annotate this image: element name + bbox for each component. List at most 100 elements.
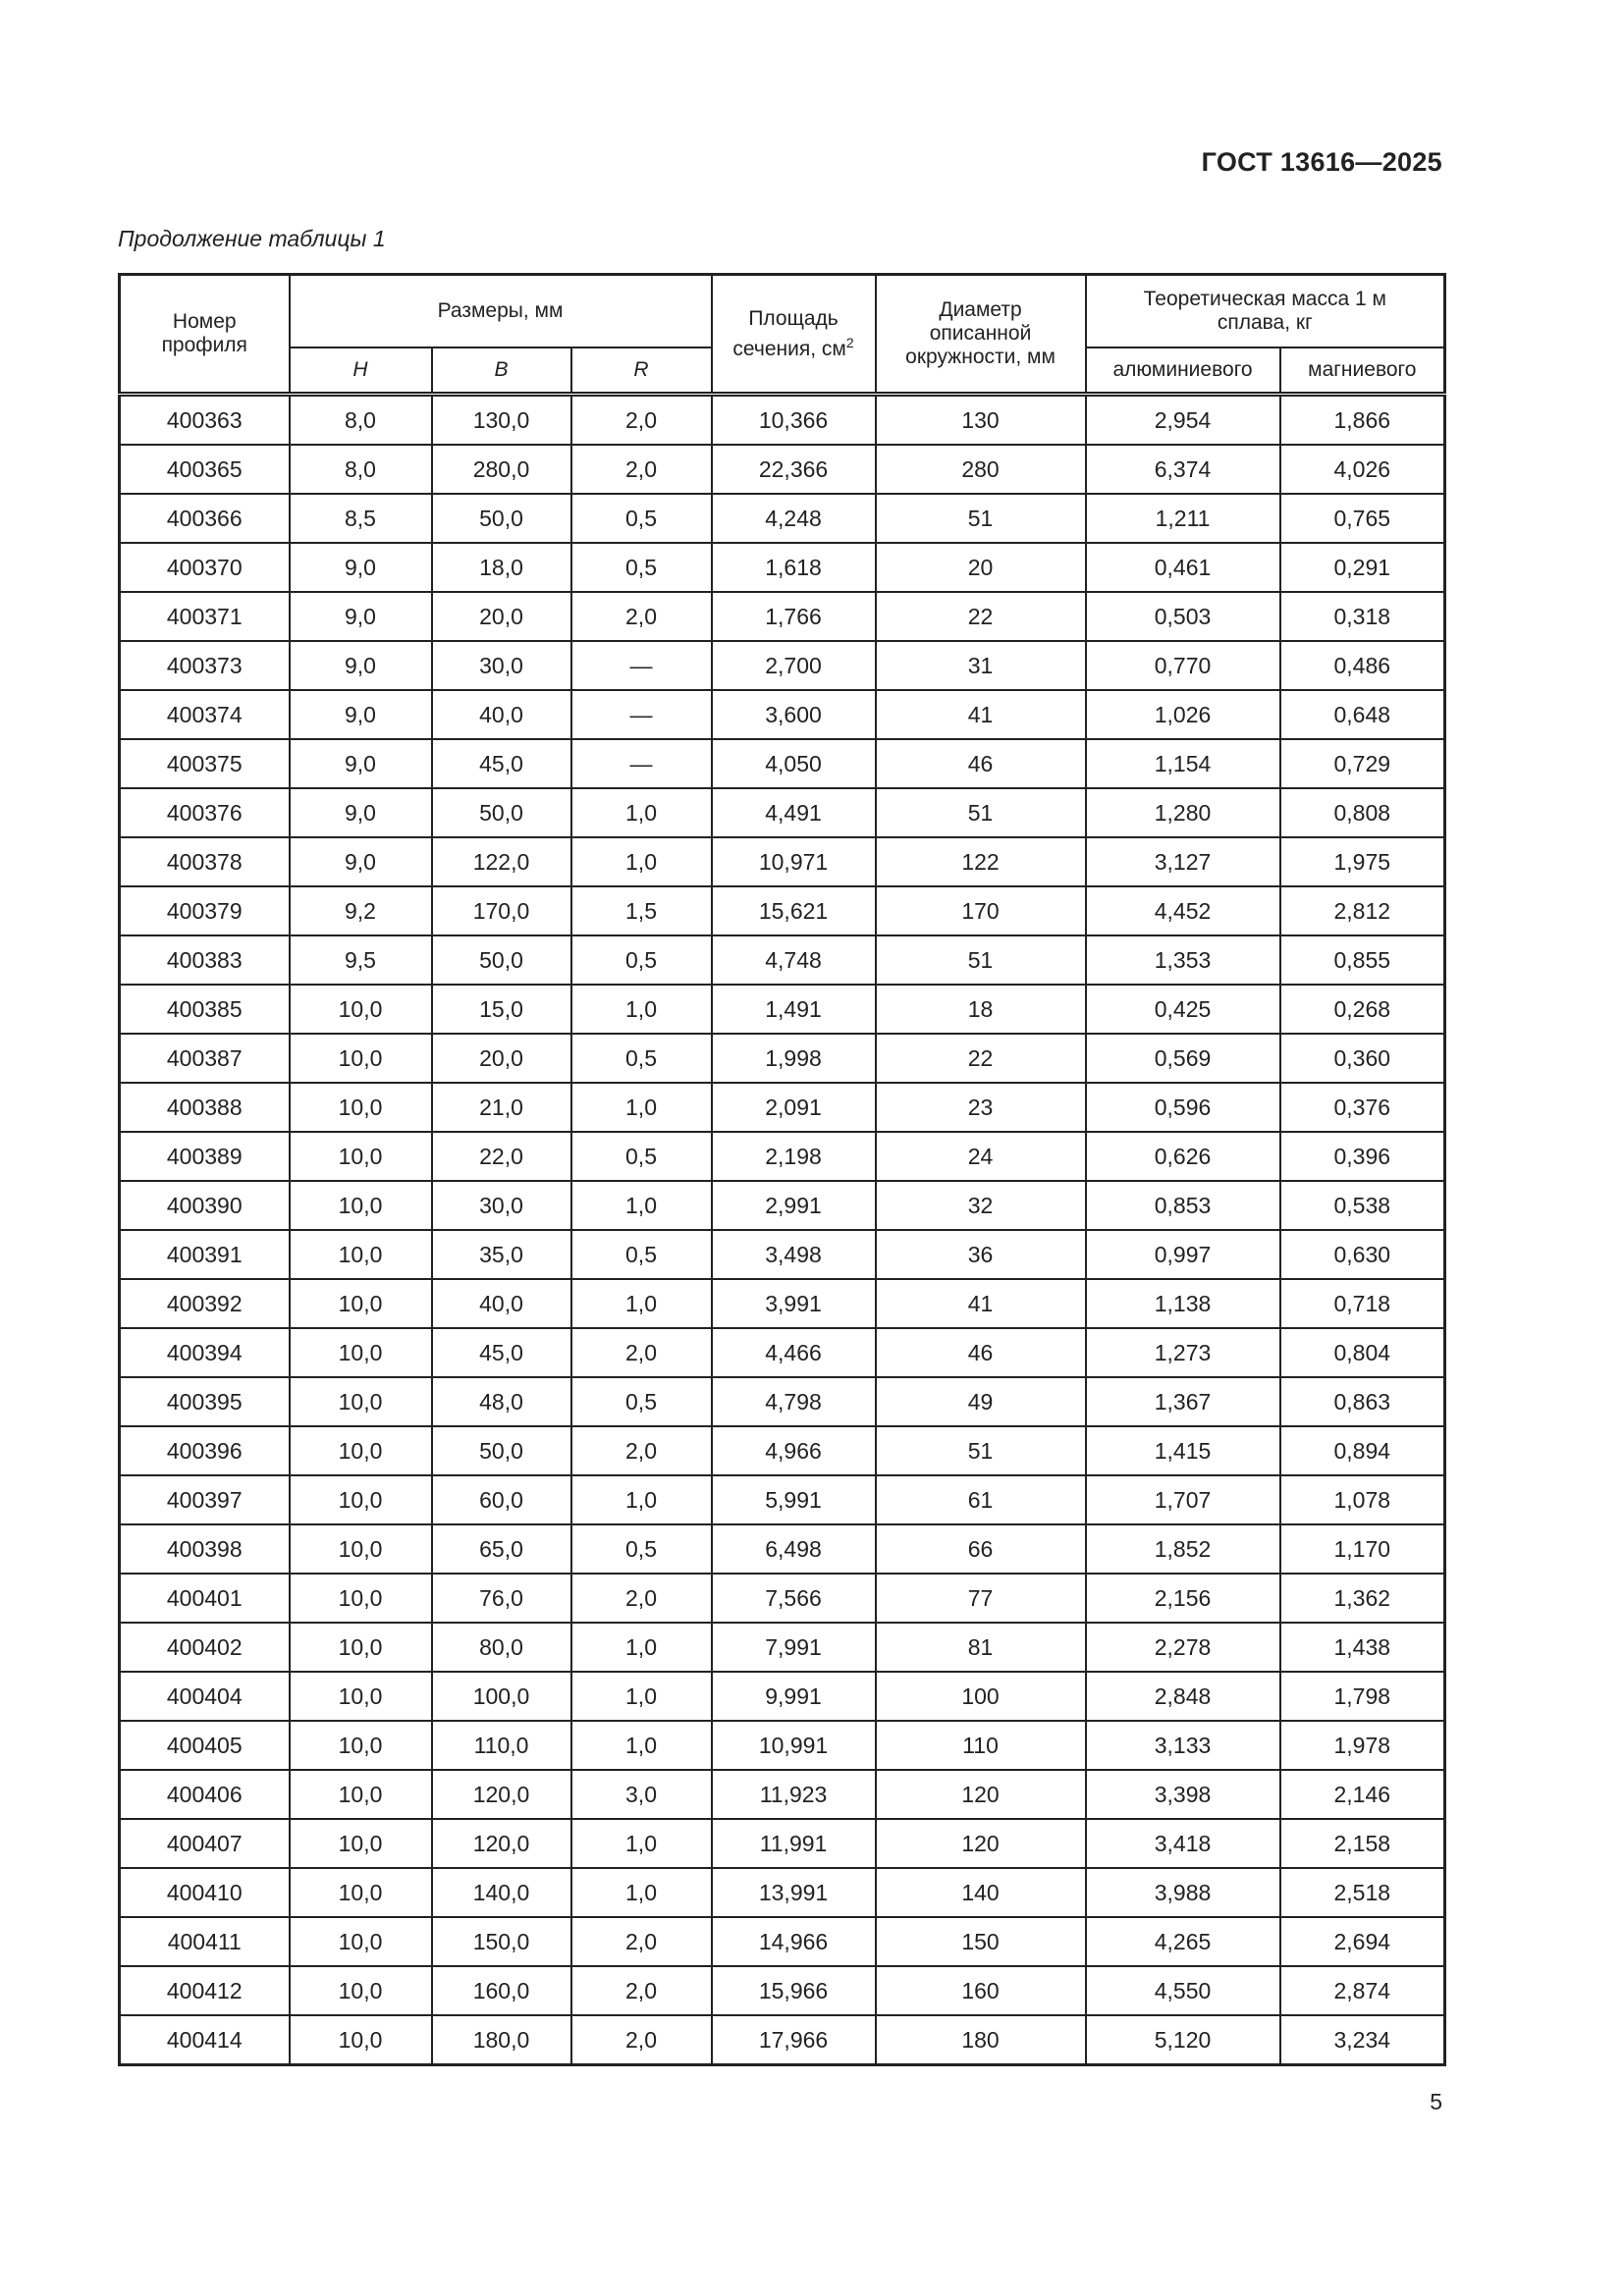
cell-b: 40,0 (430, 1278, 572, 1329)
cell-r: 1,0 (569, 1671, 713, 1722)
cell-b: 160,0 (430, 1965, 572, 2016)
cell-diameter: 41 (874, 689, 1087, 740)
cell-diameter: 170 (874, 885, 1087, 936)
cell-diameter: 81 (874, 1622, 1087, 1673)
table-row: 400385 10,0 15,0 1,0 1,491 18 0,425 0,268 (118, 984, 1446, 1035)
cell-b: 50,0 (430, 493, 572, 544)
cell-area: 22,366 (710, 444, 877, 495)
cell-mass-aluminum: 1,415 (1084, 1425, 1281, 1476)
cell-area: 6,498 (710, 1523, 877, 1575)
cell-profile-number: 400388 (118, 1082, 291, 1133)
cell-r: — (569, 689, 713, 740)
cell-r: 1,5 (569, 885, 713, 936)
cell-area: 1,998 (710, 1033, 877, 1084)
cell-r: 1,0 (569, 1867, 713, 1918)
cell-b: 180,0 (430, 2014, 572, 2066)
cell-mass-aluminum: 0,461 (1084, 542, 1281, 593)
cell-h: 10,0 (288, 1818, 433, 1869)
cell-area: 14,966 (710, 1916, 877, 1967)
cell-area: 1,491 (710, 984, 877, 1035)
cell-b: 122,0 (430, 836, 572, 887)
cell-h: 10,0 (288, 1965, 433, 2016)
cell-h: 10,0 (288, 1180, 433, 1231)
cell-mass-aluminum: 1,707 (1084, 1474, 1281, 1525)
cell-r: 0,5 (569, 542, 713, 593)
cell-diameter: 120 (874, 1769, 1087, 1820)
cell-diameter: 51 (874, 1425, 1087, 1476)
table-row: 400412 10,0 160,0 2,0 15,966 160 4,550 2,874 (118, 1965, 1446, 2016)
cell-b: 50,0 (430, 934, 572, 986)
table-row: 400383 9,5 50,0 0,5 4,748 51 1,353 0,855 (118, 934, 1446, 986)
cell-r: 0,5 (569, 1229, 713, 1280)
cell-area: 7,991 (710, 1622, 877, 1673)
cell-diameter: 280 (874, 444, 1087, 495)
cell-profile-number: 400383 (118, 934, 291, 986)
cell-profile-number: 400376 (118, 787, 291, 838)
cell-diameter: 31 (874, 640, 1087, 691)
cell-mass-aluminum: 2,954 (1084, 393, 1281, 446)
cell-mass-magnesium: 0,855 (1278, 934, 1446, 986)
cell-r: 1,0 (569, 1720, 713, 1771)
cell-area: 13,991 (710, 1867, 877, 1918)
cell-b: 60,0 (430, 1474, 572, 1525)
cell-b: 280,0 (430, 444, 572, 495)
cell-r: 0,5 (569, 1376, 713, 1427)
table-row: 400398 10,0 65,0 0,5 6,498 66 1,852 1,170 (118, 1523, 1446, 1575)
cell-b: 30,0 (430, 640, 572, 691)
header-area-label: Площадь сечения, см (732, 306, 846, 360)
cell-b: 20,0 (430, 591, 572, 642)
cell-diameter: 77 (874, 1573, 1087, 1624)
page-number: 5 (1430, 2089, 1442, 2114)
table-row: 400387 10,0 20,0 0,5 1,998 22 0,569 0,360 (118, 1033, 1446, 1084)
cell-h: 10,0 (288, 1523, 433, 1575)
table-row: 400407 10,0 120,0 1,0 11,991 120 3,418 2,158 (118, 1818, 1446, 1869)
cell-mass-magnesium: 3,234 (1278, 2014, 1446, 2066)
cell-diameter: 160 (874, 1965, 1087, 2016)
cell-profile-number: 400365 (118, 444, 291, 495)
cell-profile-number: 400392 (118, 1278, 291, 1329)
cell-diameter: 61 (874, 1474, 1087, 1525)
cell-diameter: 130 (874, 393, 1087, 446)
cell-mass-magnesium: 0,808 (1278, 787, 1446, 838)
cell-h: 10,0 (288, 1425, 433, 1476)
cell-h: 9,0 (288, 640, 433, 691)
cell-area: 3,600 (710, 689, 877, 740)
cell-r: 1,0 (569, 1818, 713, 1869)
cell-profile-number: 400405 (118, 1720, 291, 1771)
cell-profile-number: 400363 (118, 393, 291, 446)
cell-h: 10,0 (288, 1033, 433, 1084)
table-row: 400374 9,0 40,0—3,600 41 1,026 0,648 (118, 689, 1446, 740)
cell-h: 10,0 (288, 1376, 433, 1427)
table-row: 400379 9,2 170,0 1,5 15,621 170 4,452 2,812 (118, 885, 1446, 936)
cell-mass-aluminum: 0,425 (1084, 984, 1281, 1035)
cell-profile-number: 400391 (118, 1229, 291, 1280)
table-row: 400404 10,0 100,0 1,0 9,991 100 2,848 1,798 (118, 1671, 1446, 1722)
table-row: 400411 10,0 150,0 2,0 14,966 150 4,265 2,694 (118, 1916, 1446, 1967)
cell-profile-number: 400366 (118, 493, 291, 544)
cell-area: 10,991 (710, 1720, 877, 1771)
cell-mass-magnesium: 1,866 (1278, 393, 1446, 446)
cell-area: 1,618 (710, 542, 877, 593)
cell-mass-magnesium: 1,170 (1278, 1523, 1446, 1575)
cell-r: — (569, 738, 713, 789)
cell-area: 4,050 (710, 738, 877, 789)
cell-diameter: 110 (874, 1720, 1087, 1771)
cell-r: 0,5 (569, 1131, 713, 1182)
cell-profile-number: 400378 (118, 836, 291, 887)
cell-mass-aluminum: 1,138 (1084, 1278, 1281, 1329)
cell-mass-aluminum: 2,278 (1084, 1622, 1281, 1673)
cell-r: 2,0 (569, 444, 713, 495)
cell-profile-number: 400374 (118, 689, 291, 740)
cell-diameter: 22 (874, 1033, 1087, 1084)
cell-area: 15,966 (710, 1965, 877, 2016)
cell-b: 120,0 (430, 1818, 572, 1869)
cell-area: 4,248 (710, 493, 877, 544)
cell-profile-number: 400370 (118, 542, 291, 593)
cell-mass-aluminum: 6,374 (1084, 444, 1281, 495)
table-body: 400363 8,0 130,0 2,0 10,366 130 2,954 1,866 4003… (118, 393, 1446, 2066)
cell-area: 2,198 (710, 1131, 877, 1182)
cell-diameter: 18 (874, 984, 1087, 1035)
cell-area: 17,966 (710, 2014, 877, 2066)
header-b: B (430, 347, 572, 396)
cell-b: 50,0 (430, 787, 572, 838)
